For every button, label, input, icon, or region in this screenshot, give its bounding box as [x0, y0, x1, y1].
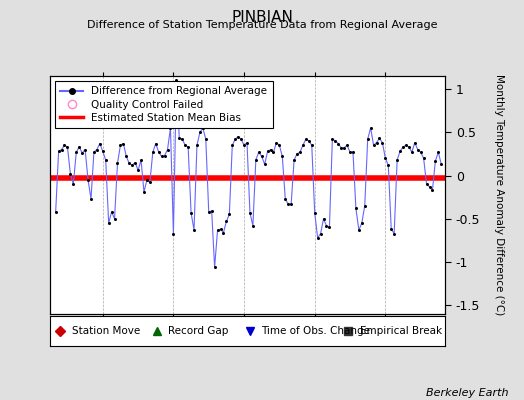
Text: Record Gap: Record Gap	[169, 326, 229, 336]
Legend: Difference from Regional Average, Quality Control Failed, Estimated Station Mean: Difference from Regional Average, Qualit…	[55, 81, 272, 128]
Text: Empirical Break: Empirical Break	[361, 326, 442, 336]
Text: Difference of Station Temperature Data from Regional Average: Difference of Station Temperature Data f…	[87, 20, 437, 30]
Text: Station Move: Station Move	[72, 326, 140, 336]
Text: Time of Obs. Change: Time of Obs. Change	[261, 326, 370, 336]
Text: PINBIAN: PINBIAN	[231, 10, 293, 25]
Text: Berkeley Earth: Berkeley Earth	[426, 388, 508, 398]
Y-axis label: Monthly Temperature Anomaly Difference (°C): Monthly Temperature Anomaly Difference (…	[494, 74, 504, 316]
